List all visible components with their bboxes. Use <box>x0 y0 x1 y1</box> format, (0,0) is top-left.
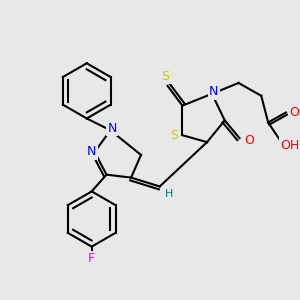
Text: F: F <box>88 252 95 265</box>
Text: N: N <box>209 85 219 98</box>
Text: S: S <box>162 70 170 83</box>
Text: O: O <box>289 106 299 119</box>
Text: N: N <box>87 146 96 158</box>
Text: H: H <box>165 189 174 200</box>
Text: O: O <box>244 134 254 147</box>
Text: OH: OH <box>280 139 299 152</box>
Text: S: S <box>170 129 178 142</box>
Text: N: N <box>108 122 117 135</box>
